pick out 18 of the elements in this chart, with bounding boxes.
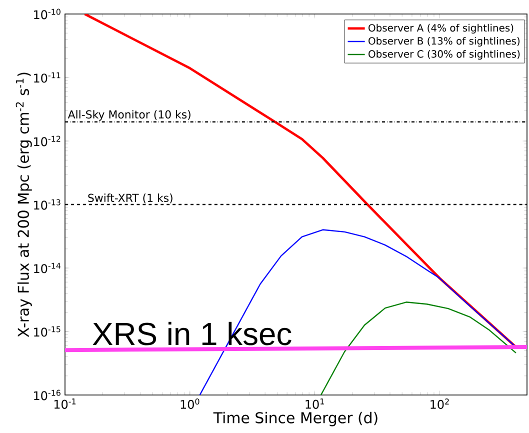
legend-label: Observer C (30% of sightlines) [368, 50, 520, 60]
x-tick-label: 10$^{1}$ [306, 398, 324, 409]
y-tick-label: 10$^{-10}$ [34, 8, 60, 20]
y-tick-label: 10$^{-15}$ [34, 326, 60, 337]
y-tick-label: 10$^{-13}$ [34, 199, 60, 210]
y-axis-title: X-ray Flux at 200 Mpc (erg cm$^{-2}$ s$^{-1}$) [16, 72, 32, 338]
y-tick-label: 10$^{-12}$ [34, 136, 60, 146]
x-tick-label: 10$^{2}$ [430, 398, 449, 409]
ref-line-label: Swift-XRT (1 ks) [88, 194, 172, 204]
x-tick-label: 10$^{-1}$ [54, 398, 76, 409]
legend-label: Observer A (4% of sightlines) [368, 24, 514, 34]
y-tick-label: 10$^{-16}$ [34, 390, 60, 400]
y-tick-label: 10$^{-14}$ [34, 262, 61, 274]
ref-line-label: All-Sky Monitor (10 ks) [68, 110, 190, 121]
x-axis-title: Time Since Merger (d) [213, 412, 378, 426]
x-tick-label: 10$^{0}$ [180, 398, 200, 409]
y-tick-label: 10$^{-11}$ [34, 72, 60, 83]
legend-label: Observer B (13% of sightlines) [368, 36, 520, 47]
